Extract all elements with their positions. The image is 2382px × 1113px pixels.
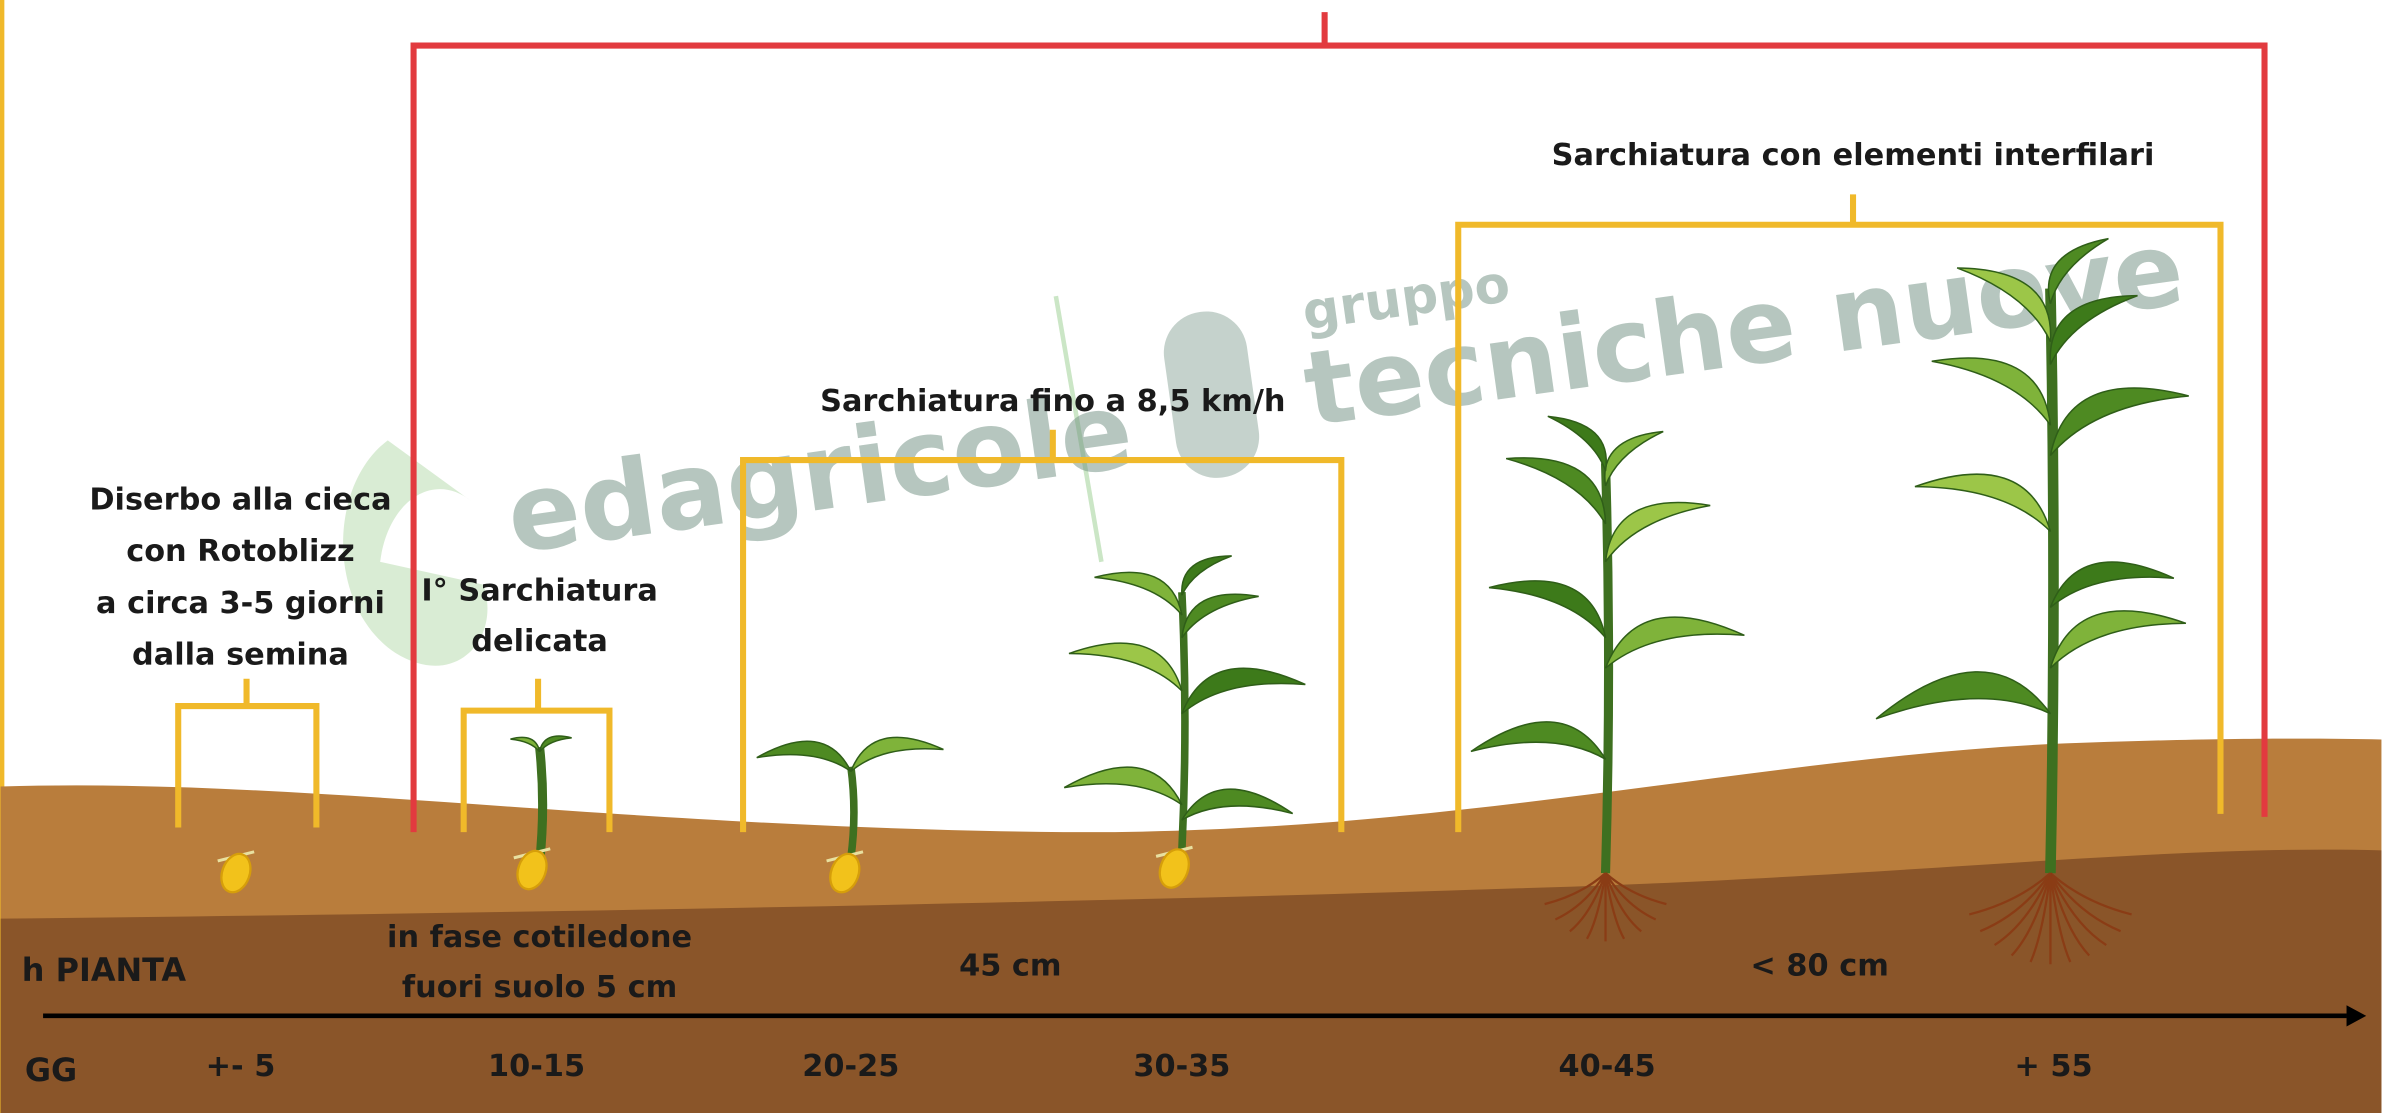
operation-label: Sarchiatura con elementi interfilari [1552, 138, 2155, 173]
diagram: edagricole gruppo tecniche nuove Diserbo… [0, 0, 2382, 1113]
row-label: GG [25, 1051, 77, 1089]
height-label: in fase cotiledone [387, 920, 692, 955]
day-label: 20-25 [802, 1049, 899, 1084]
operation-label: con Rotoblizz [126, 534, 355, 569]
day-label: +- 5 [206, 1049, 276, 1084]
day-label: + 55 [2014, 1049, 2092, 1084]
height-label: < 80 cm [1750, 949, 1888, 984]
day-label: 30-35 [1133, 1049, 1230, 1084]
operation-label: dalla semina [132, 637, 349, 672]
operation-label: Diserbo alla cieca [89, 483, 391, 518]
day-label: 40-45 [1558, 1049, 1655, 1084]
stem [540, 747, 543, 862]
operation-label: I° Sarchiatura [421, 574, 657, 609]
row-label: h PIANTA [22, 951, 187, 989]
stem [851, 767, 854, 858]
operation-label: Sarchiatura fino a 8,5 km/h [820, 384, 1285, 419]
operation-label: delicata [471, 624, 608, 659]
operation-label: a circa 3-5 giorni [96, 586, 385, 621]
stem [2050, 288, 2053, 873]
height-label: fuori suolo 5 cm [402, 970, 677, 1005]
height-label: 45 cm [959, 949, 1061, 984]
day-label: 10-15 [488, 1049, 585, 1084]
